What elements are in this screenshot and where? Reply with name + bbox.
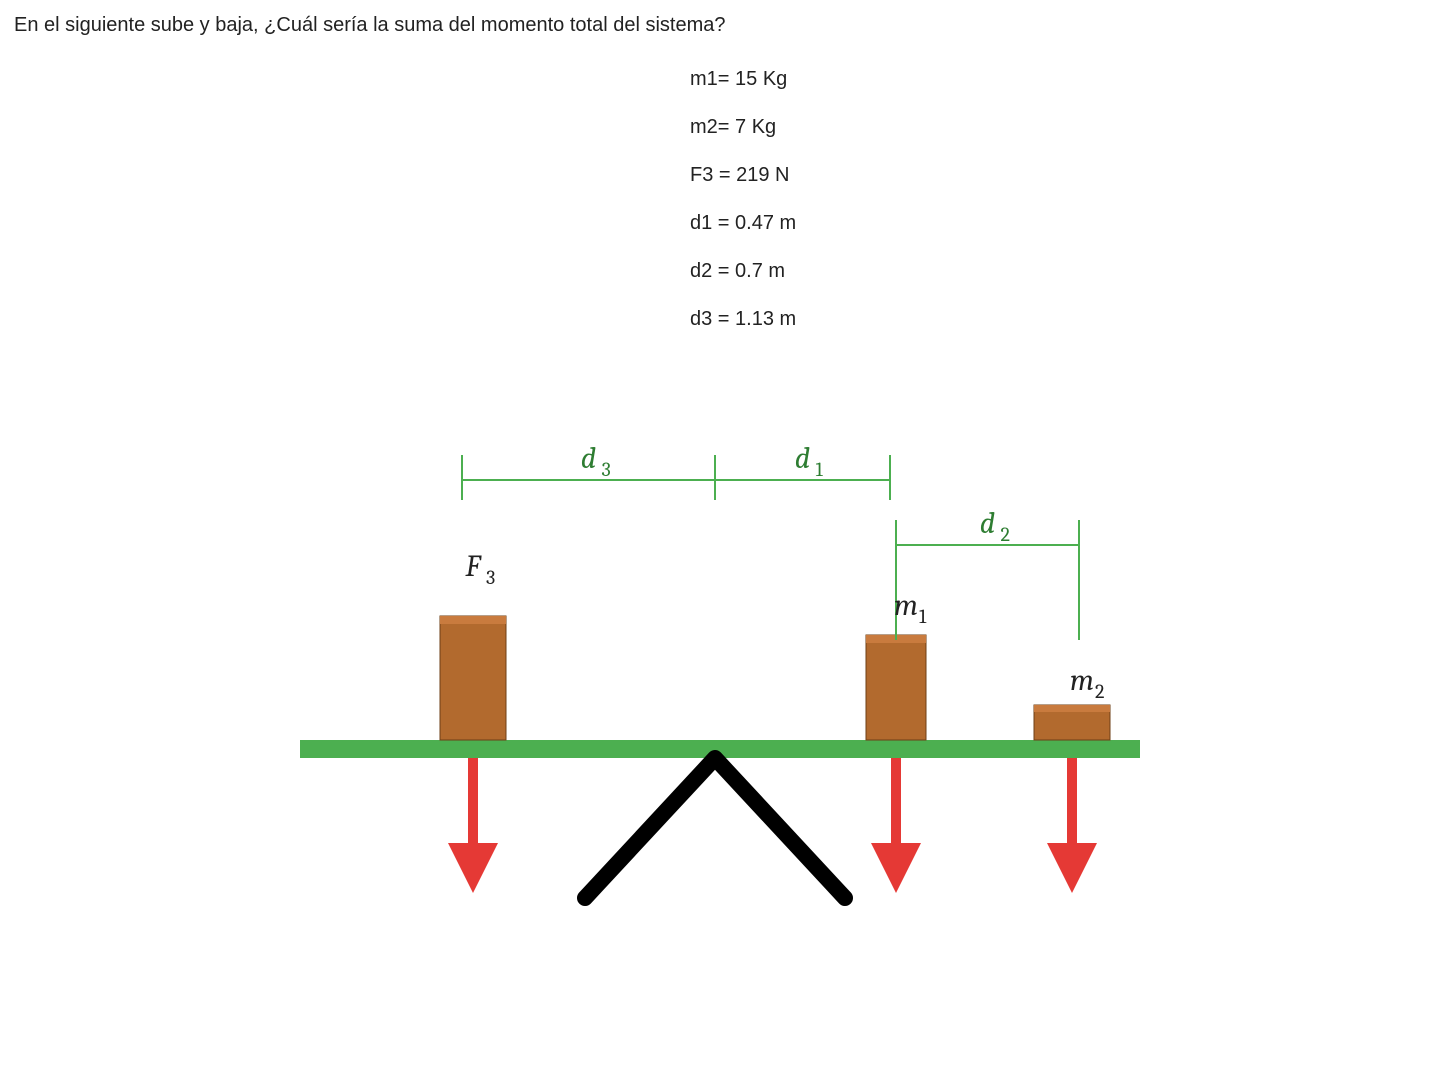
given-data-list: m1= 15 Kg m2= 7 Kg F3 = 219 N d1 = 0.47 … bbox=[690, 55, 796, 343]
data-m2: m2= 7 Kg bbox=[690, 103, 796, 151]
data-m1: m1= 15 Kg bbox=[690, 55, 796, 103]
label-m1-sub: 1 bbox=[919, 605, 927, 628]
fulcrum bbox=[585, 758, 845, 898]
dim-d1-label: d bbox=[795, 441, 810, 476]
dim-d1-label-sub: 1 bbox=[816, 458, 824, 481]
data-F3: F3 = 219 N bbox=[690, 151, 796, 199]
dim-d3-label-sub: 3 bbox=[602, 458, 611, 481]
block-m2-highlight bbox=[1034, 705, 1110, 712]
data-d3: d3 = 1.13 m bbox=[690, 295, 796, 343]
label-m1: m bbox=[894, 588, 918, 623]
question-text: En el siguiente sube y baja, ¿Cuál sería… bbox=[14, 14, 725, 37]
data-d2: d2 = 0.7 m bbox=[690, 247, 796, 295]
block-F3 bbox=[440, 616, 506, 740]
block-F3-highlight bbox=[440, 616, 506, 624]
label-F3: F bbox=[465, 549, 483, 584]
dim-d2-label: d bbox=[980, 506, 995, 541]
dim-d2-label-sub: 2 bbox=[1001, 523, 1010, 546]
label-m2-sub: 2 bbox=[1095, 680, 1104, 703]
dim-d3-label: d bbox=[581, 441, 596, 476]
label-m2: m bbox=[1070, 663, 1094, 698]
seesaw-diagram: d3d1d2F3m1m2 bbox=[300, 420, 1200, 940]
block-m1 bbox=[866, 635, 926, 740]
label-F3-sub: 3 bbox=[486, 566, 495, 589]
data-d1: d1 = 0.47 m bbox=[690, 199, 796, 247]
